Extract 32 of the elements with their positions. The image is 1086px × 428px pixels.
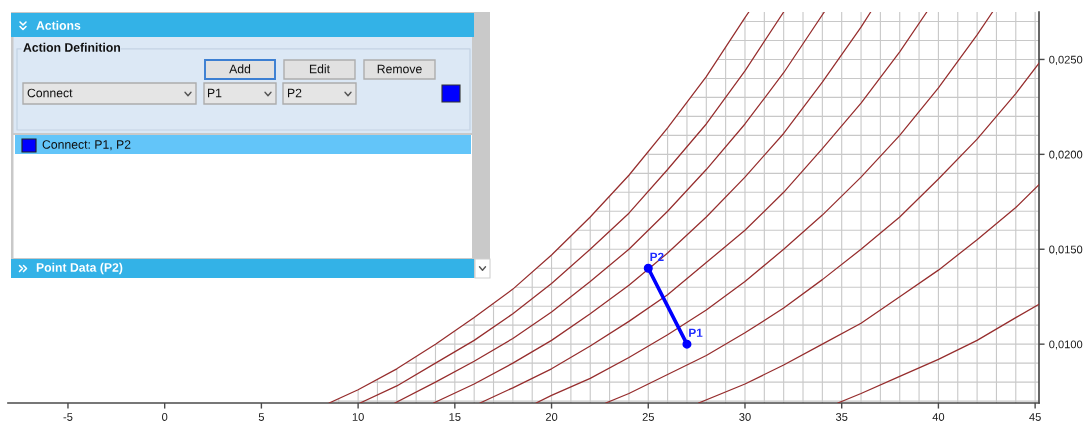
- x-tick-label: 5: [258, 413, 265, 421]
- x-tick-label: 20: [545, 413, 558, 421]
- x-tick-label: 10: [352, 413, 364, 421]
- annotation: Remove: [377, 64, 422, 74]
- annotation: P2: [650, 252, 664, 261]
- y-tick-label: 0,0150: [1049, 245, 1083, 255]
- annotation: Point Data (P2): [36, 262, 123, 275]
- line-series: [605, 62, 1039, 403]
- x-tick-label: 25: [642, 413, 654, 421]
- x-tick-label: -5: [63, 413, 73, 421]
- line-series: [432, 12, 872, 403]
- line-series: [535, 12, 994, 403]
- y-tick-label: 0,0200: [1049, 150, 1083, 160]
- x-tick-label: 30: [739, 413, 751, 421]
- annotation: Action Definition: [23, 42, 121, 52]
- annotation: Add: [229, 64, 251, 74]
- annotation: Edit: [309, 64, 330, 74]
- line-series: [837, 303, 1039, 403]
- annotation: P2: [288, 88, 302, 98]
- annotation: Actions: [36, 20, 81, 30]
- annotation: P1: [689, 328, 703, 337]
- annotation: P1: [208, 88, 222, 98]
- line-series: [479, 12, 928, 403]
- x-tick-label: 15: [449, 413, 461, 421]
- annotation: Connect: P1, P2: [42, 140, 131, 151]
- annotation: Connect: [27, 88, 73, 98]
- y-tick-label: 0,0100: [1049, 340, 1083, 350]
- x-tick-label: 45: [1029, 413, 1041, 421]
- x-tick-label: 40: [932, 413, 945, 421]
- x-tick-label: 35: [835, 413, 848, 421]
- x-tick-label: 0: [162, 413, 168, 421]
- y-tick-label: 0,0250: [1049, 55, 1083, 65]
